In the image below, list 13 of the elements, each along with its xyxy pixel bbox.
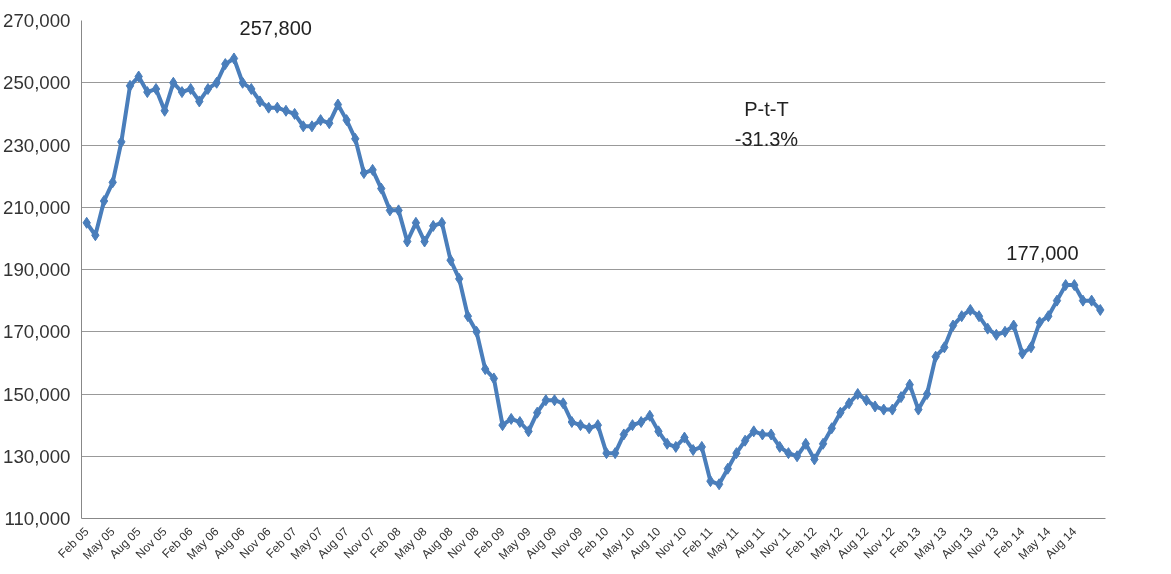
- y-tick-label: 130,000: [3, 445, 71, 467]
- y-tick-label: 110,000: [4, 508, 71, 529]
- annotation: 257,800: [239, 17, 312, 40]
- y-tick-label: 250,000: [3, 72, 71, 94]
- y-tick-label: 170,000: [3, 321, 71, 343]
- y-tick-label: 210,000: [3, 196, 71, 218]
- y-tick-label: 150,000: [3, 383, 71, 405]
- annotation: -31.3%: [734, 127, 799, 150]
- annotation: P-t-T: [744, 98, 789, 121]
- y-tick-label: 270,000: [3, 10, 71, 31]
- annotation: 177,000: [1006, 241, 1079, 264]
- y-tick-label: 230,000: [3, 134, 71, 156]
- y-tick-label: 190,000: [3, 259, 71, 280]
